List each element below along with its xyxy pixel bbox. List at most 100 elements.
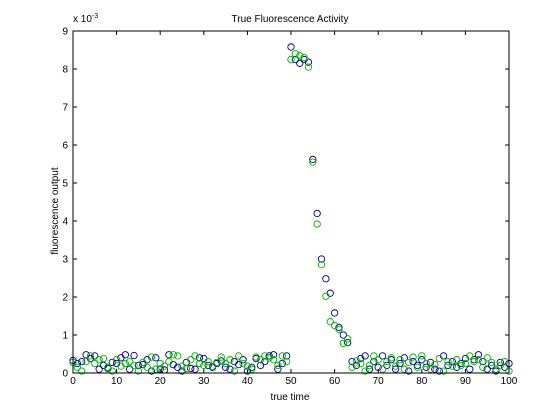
- series-1-point: [387, 356, 395, 364]
- y-tick-label: 7: [62, 103, 68, 114]
- series-2-point: [474, 356, 483, 364]
- series-1-point: [296, 59, 304, 67]
- series-1-point: [453, 363, 461, 371]
- series-2-point: [178, 362, 186, 370]
- series-2-point: [418, 352, 426, 360]
- series-1-point: [204, 361, 212, 370]
- y-exponent-label: x 10-3: [73, 13, 98, 25]
- x-tick-label: 10: [111, 376, 123, 387]
- y-tick-label: 9: [62, 27, 68, 38]
- series-2-point: [361, 367, 369, 375]
- x-tick-label: 70: [373, 376, 385, 387]
- series-1-point: [187, 364, 195, 373]
- series-1-point: [405, 367, 413, 375]
- series-2-point: [309, 158, 317, 166]
- series-1-point: [374, 363, 382, 371]
- series-2-point: [213, 358, 221, 367]
- series-2-point: [357, 359, 365, 368]
- series-2-point: [339, 339, 347, 348]
- series-2-point: [448, 362, 456, 370]
- series-1-point: [221, 363, 230, 371]
- series-2-point: [405, 358, 413, 367]
- series-2-point: [256, 356, 265, 364]
- series-1-point: [130, 351, 138, 360]
- series-2-point: [169, 351, 177, 359]
- series-2-point: [78, 367, 86, 375]
- series-2-point: [226, 356, 234, 364]
- series-1-point: [152, 354, 160, 362]
- x-tick-label: 40: [242, 376, 254, 387]
- series-1-point: [348, 357, 356, 366]
- series-2-point: [453, 356, 461, 364]
- series-1-point: [474, 351, 483, 359]
- y-tick-label: 8: [62, 65, 68, 76]
- series-1-point: [91, 352, 99, 360]
- series-2-point: [143, 363, 151, 371]
- series-2-point: [291, 50, 300, 58]
- series-1-point: [313, 209, 321, 218]
- series-2-point: [221, 359, 230, 368]
- plot-area: 0 10 20 30 40 50 60 70 80 90 100 0 1 2 3 4 5 6 7 8 9: [62, 27, 517, 388]
- series-2-point: [82, 357, 90, 366]
- series-2-point: [235, 352, 243, 360]
- series-1-point: [370, 357, 378, 366]
- y-tick-label: 1: [62, 331, 68, 342]
- series-1-point: [265, 352, 273, 360]
- series-2-point: [91, 359, 99, 368]
- series-2-point: [383, 357, 391, 366]
- series-2-point: [426, 365, 435, 373]
- series-1-point: [470, 356, 478, 364]
- x-tick-label: 80: [416, 376, 428, 387]
- series-2-point: [335, 325, 343, 333]
- series-2-point: [391, 362, 400, 370]
- y-exponent-power: -3: [92, 13, 98, 20]
- axes-box: [72, 30, 510, 374]
- y-tick-label: 3: [62, 255, 68, 266]
- series-1-point: [261, 357, 269, 366]
- series-2-point: [348, 363, 356, 371]
- y-tick-label: 2: [62, 293, 68, 304]
- x-tick-label: 60: [329, 376, 341, 387]
- series-1-point: [344, 338, 352, 347]
- plot-background: [73, 31, 509, 373]
- series-2-point: [396, 356, 404, 364]
- series-1-point: [400, 354, 409, 362]
- series-1-point: [466, 365, 474, 373]
- x-axis-label: true time: [271, 392, 310, 403]
- series-2-point: [296, 52, 304, 60]
- series-1-point: [304, 58, 313, 66]
- series-2-point: [73, 363, 82, 371]
- series-1-point: [248, 363, 256, 371]
- series-1-point: [383, 361, 391, 370]
- series-1-point: [121, 351, 129, 359]
- series-2-point: [152, 365, 160, 373]
- series-2-point: [269, 356, 278, 364]
- series-2-point: [466, 352, 474, 360]
- series-1-point: [487, 361, 496, 370]
- series-2-point: [378, 365, 387, 373]
- series-2-point: [483, 354, 491, 362]
- series-2-point: [326, 318, 334, 326]
- series-1-point: [365, 365, 374, 373]
- series-1-point: [413, 361, 422, 370]
- series-1-point: [95, 365, 103, 373]
- y-tick-label: 5: [62, 179, 68, 190]
- series-1-point: [335, 323, 343, 332]
- series-2-point: [457, 361, 465, 370]
- series-1-point: [226, 365, 234, 373]
- series-2-point: [104, 363, 112, 371]
- series-2-point: [431, 360, 439, 369]
- series-2-point: [304, 63, 313, 71]
- series-1-point: [418, 356, 426, 364]
- series-2-point: [461, 359, 470, 368]
- series-1-point: [274, 365, 282, 373]
- series-1-point: [339, 331, 347, 339]
- series-2-point: [139, 358, 147, 367]
- series-1-point: [422, 363, 430, 371]
- series-2-point: [230, 367, 238, 375]
- series-2-point: [99, 354, 108, 363]
- series-2-point: [134, 367, 143, 375]
- series-2-point: [160, 362, 169, 370]
- series-2-point: [479, 363, 487, 371]
- series-2-point: [413, 363, 422, 371]
